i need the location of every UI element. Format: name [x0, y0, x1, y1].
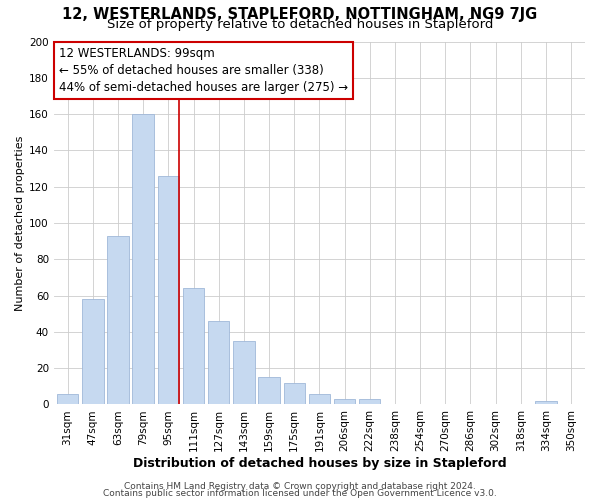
Text: Contains HM Land Registry data © Crown copyright and database right 2024.: Contains HM Land Registry data © Crown c…: [124, 482, 476, 491]
Bar: [359, 399, 380, 404]
Bar: [208, 321, 229, 404]
Bar: [308, 394, 330, 404]
X-axis label: Distribution of detached houses by size in Stapleford: Distribution of detached houses by size …: [133, 457, 506, 470]
Bar: [158, 176, 179, 404]
Text: Contains public sector information licensed under the Open Government Licence v3: Contains public sector information licen…: [103, 488, 497, 498]
Bar: [133, 114, 154, 405]
Bar: [334, 399, 355, 404]
Bar: [183, 288, 204, 405]
Y-axis label: Number of detached properties: Number of detached properties: [15, 136, 25, 310]
Bar: [233, 341, 254, 404]
Bar: [107, 236, 128, 404]
Text: 12 WESTERLANDS: 99sqm
← 55% of detached houses are smaller (338)
44% of semi-det: 12 WESTERLANDS: 99sqm ← 55% of detached …: [59, 47, 348, 94]
Bar: [82, 299, 104, 405]
Text: Size of property relative to detached houses in Stapleford: Size of property relative to detached ho…: [107, 18, 493, 31]
Bar: [259, 377, 280, 404]
Bar: [535, 401, 557, 404]
Bar: [57, 394, 79, 404]
Bar: [284, 382, 305, 404]
Text: 12, WESTERLANDS, STAPLEFORD, NOTTINGHAM, NG9 7JG: 12, WESTERLANDS, STAPLEFORD, NOTTINGHAM,…: [62, 8, 538, 22]
